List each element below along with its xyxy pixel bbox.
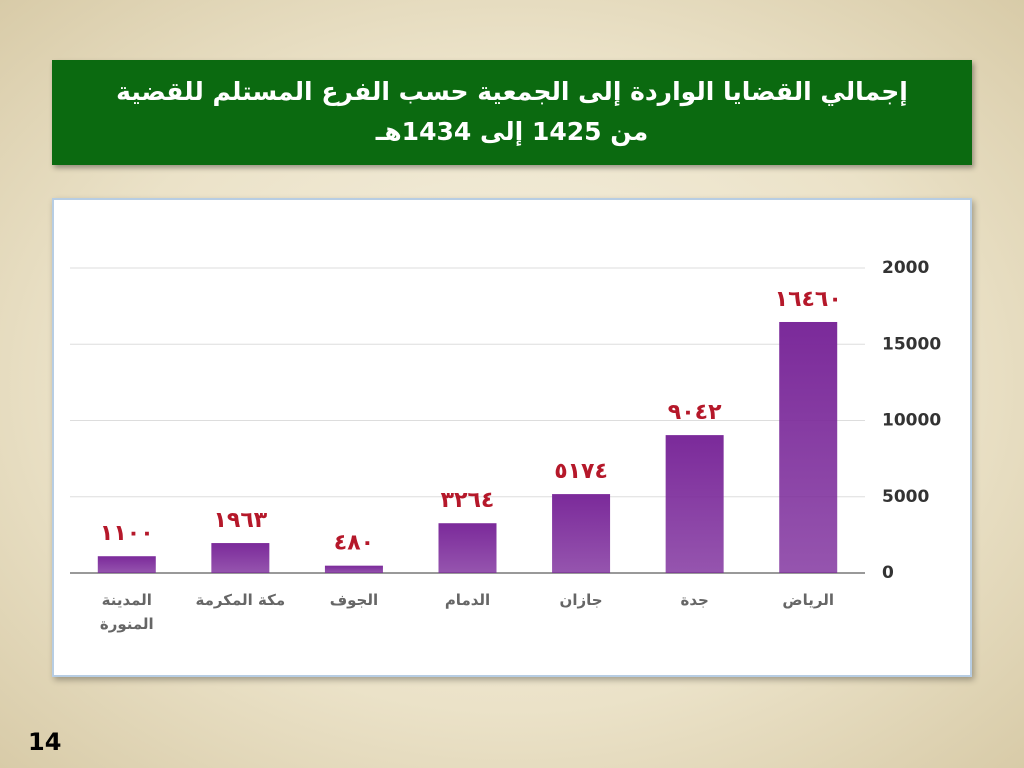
x-tick-label: جازان bbox=[559, 591, 603, 609]
value-label: ٤٨٠ bbox=[334, 531, 374, 556]
y-tick-label: 0 bbox=[882, 563, 894, 583]
bar bbox=[665, 435, 724, 573]
value-label: ١٩٦٣ bbox=[213, 508, 267, 533]
chart-subtitle: من 1425 إلى 1434هـ bbox=[375, 117, 649, 146]
y-tick-label: 2000 bbox=[882, 258, 929, 278]
x-tick-label: مكة المكرمة bbox=[195, 591, 286, 609]
value-label: ٣٢٦٤ bbox=[441, 488, 495, 513]
y-tick-label: 15000 bbox=[882, 334, 941, 354]
value-label: ١٦٤٦٠ bbox=[775, 287, 842, 312]
chart-title: إجمالي القضايا الواردة إلى الجمعية حسب ا… bbox=[116, 77, 908, 106]
bar bbox=[211, 543, 270, 573]
y-tick-label: 10000 bbox=[882, 411, 941, 431]
bar bbox=[779, 321, 838, 573]
bar bbox=[324, 565, 383, 573]
x-tick-label: الرياض bbox=[782, 591, 834, 609]
value-label: ٥١٧٤ bbox=[554, 459, 608, 484]
page-number: 14 bbox=[28, 728, 62, 756]
value-label: ١١٠٠ bbox=[100, 521, 154, 546]
x-tick-label: الجوف bbox=[329, 591, 379, 609]
bar bbox=[552, 494, 611, 573]
value-label: ٩٠٤٢ bbox=[668, 400, 722, 425]
title-box: إجمالي القضايا الواردة إلى الجمعية حسب ا… bbox=[52, 60, 972, 165]
x-tick-label: المدينة المنورة bbox=[99, 591, 154, 633]
x-tick-label: جدة bbox=[680, 591, 709, 609]
x-tick-label: الدمام bbox=[444, 591, 491, 609]
y-tick-label: 5000 bbox=[882, 487, 929, 507]
bar bbox=[97, 556, 156, 573]
bar bbox=[438, 523, 497, 573]
